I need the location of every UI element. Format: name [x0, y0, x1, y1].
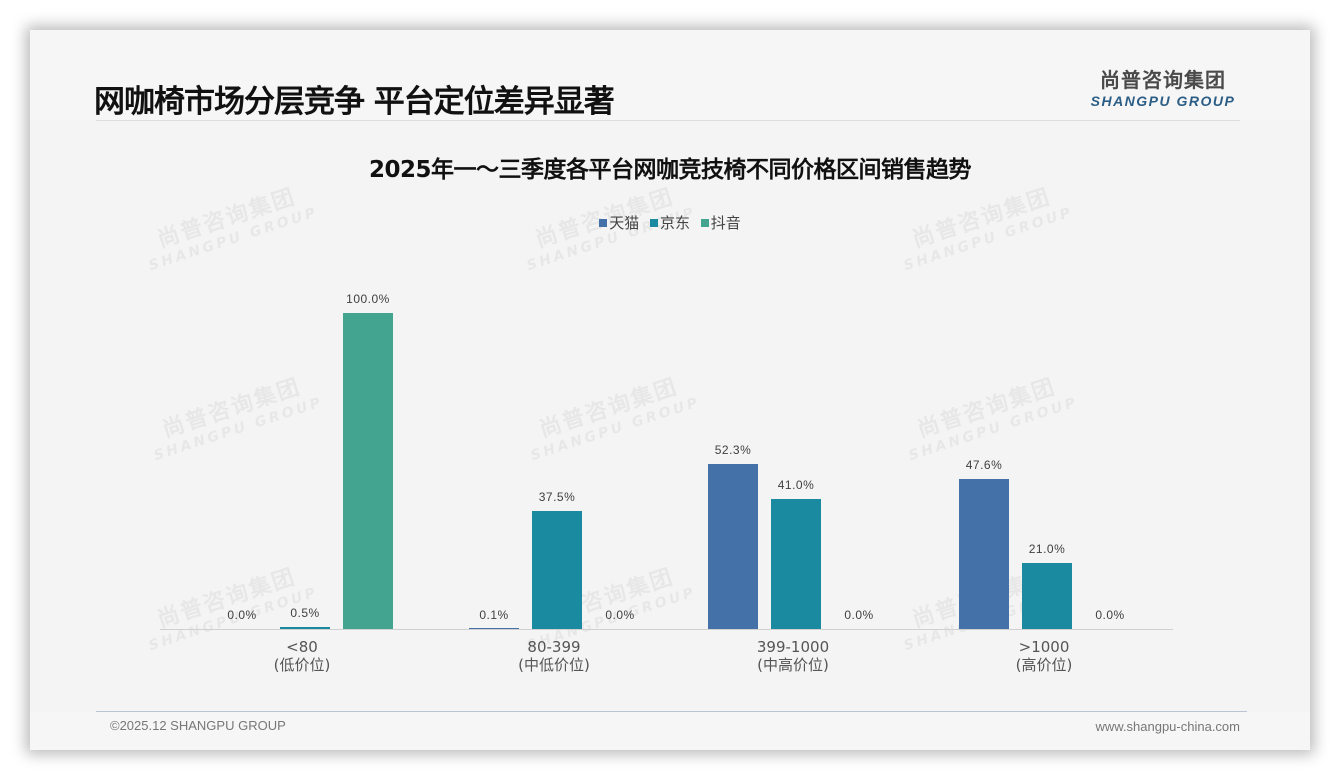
plot-area: 0.0% 0.5% 100.0% <80 (低价位) 0.1% 37.5% 0.0% 80-39…	[30, 30, 1310, 750]
category-range: 80-399	[527, 638, 581, 656]
data-label: 37.5%	[538, 489, 576, 504]
legend-label: 京东	[659, 214, 690, 232]
chart-legend: 天猫 京东 抖音	[30, 212, 1310, 233]
footer-divider	[96, 711, 1247, 712]
data-label: 0.1%	[479, 607, 509, 622]
legend-label: 天猫	[609, 214, 640, 232]
bar	[532, 510, 582, 629]
category-range: >1000	[1018, 638, 1070, 656]
data-label: 47.6%	[965, 457, 1003, 472]
data-label: 0.0%	[844, 608, 874, 622]
header-divider	[96, 120, 1240, 121]
category-tier: (高价位)	[1015, 656, 1073, 674]
data-label: 21.0%	[1028, 541, 1066, 556]
bar	[708, 463, 758, 629]
legend-label: 抖音	[710, 214, 741, 232]
x-axis-category-label: >1000 (高价位)	[964, 638, 1124, 674]
category-range: 399-1000	[756, 638, 830, 656]
data-label: 41.0%	[777, 478, 815, 493]
legend-item-douyin: 抖音	[700, 212, 741, 233]
footer-copyright: ©2025.12 SHANGPU GROUP	[110, 718, 286, 733]
logo-english-text: SHANGPU GROUP	[1090, 93, 1236, 109]
data-label: 100.0%	[346, 292, 390, 306]
data-label: 0.0%	[1095, 608, 1125, 622]
legend-swatch-douyin-icon	[700, 218, 709, 227]
slide: 网咖椅市场分层竞争 平台定位差异显著 尚普咨询集团 SHANGPU GROUP …	[30, 30, 1310, 750]
data-label: 52.3%	[714, 442, 752, 457]
category-range: <80	[286, 638, 318, 656]
x-axis-line	[160, 629, 1173, 630]
bar	[1022, 562, 1072, 629]
page-title: 网咖椅市场分层竞争 平台定位差异显著	[94, 84, 615, 120]
data-label: 0.5%	[290, 606, 320, 621]
legend-swatch-jd-icon	[649, 218, 658, 227]
legend-swatch-tmall-icon	[599, 218, 608, 227]
footer-band	[30, 712, 1310, 750]
footer-website-link[interactable]: www.shangpu-china.com	[1095, 719, 1240, 734]
header-band	[30, 30, 1310, 120]
bar	[280, 627, 330, 629]
bar	[771, 499, 821, 629]
bar	[343, 313, 393, 629]
logo-chinese-text: 尚普咨询集团	[1100, 68, 1226, 92]
bar	[959, 478, 1009, 629]
legend-item-tmall: 天猫	[599, 212, 639, 233]
category-tier: (中高价位)	[757, 656, 829, 674]
company-logo: 尚普咨询集团 SHANGPU GROUP	[1088, 64, 1238, 109]
bar	[469, 628, 519, 629]
x-axis-category-label: 80-399 (中低价位)	[474, 638, 634, 674]
x-axis-category-label: <80 (低价位)	[222, 638, 382, 674]
category-tier: (中低价位)	[518, 656, 590, 674]
x-axis-category-label: 399-1000 (中高价位)	[713, 638, 873, 674]
legend-item-jd: 京东	[649, 212, 690, 233]
chart-title: 2025年一～三季度各平台网咖竞技椅不同价格区间销售趋势	[368, 157, 972, 183]
data-label: 0.0%	[605, 608, 635, 622]
data-label: 0.0%	[227, 608, 257, 622]
category-tier: (低价位)	[273, 656, 331, 674]
